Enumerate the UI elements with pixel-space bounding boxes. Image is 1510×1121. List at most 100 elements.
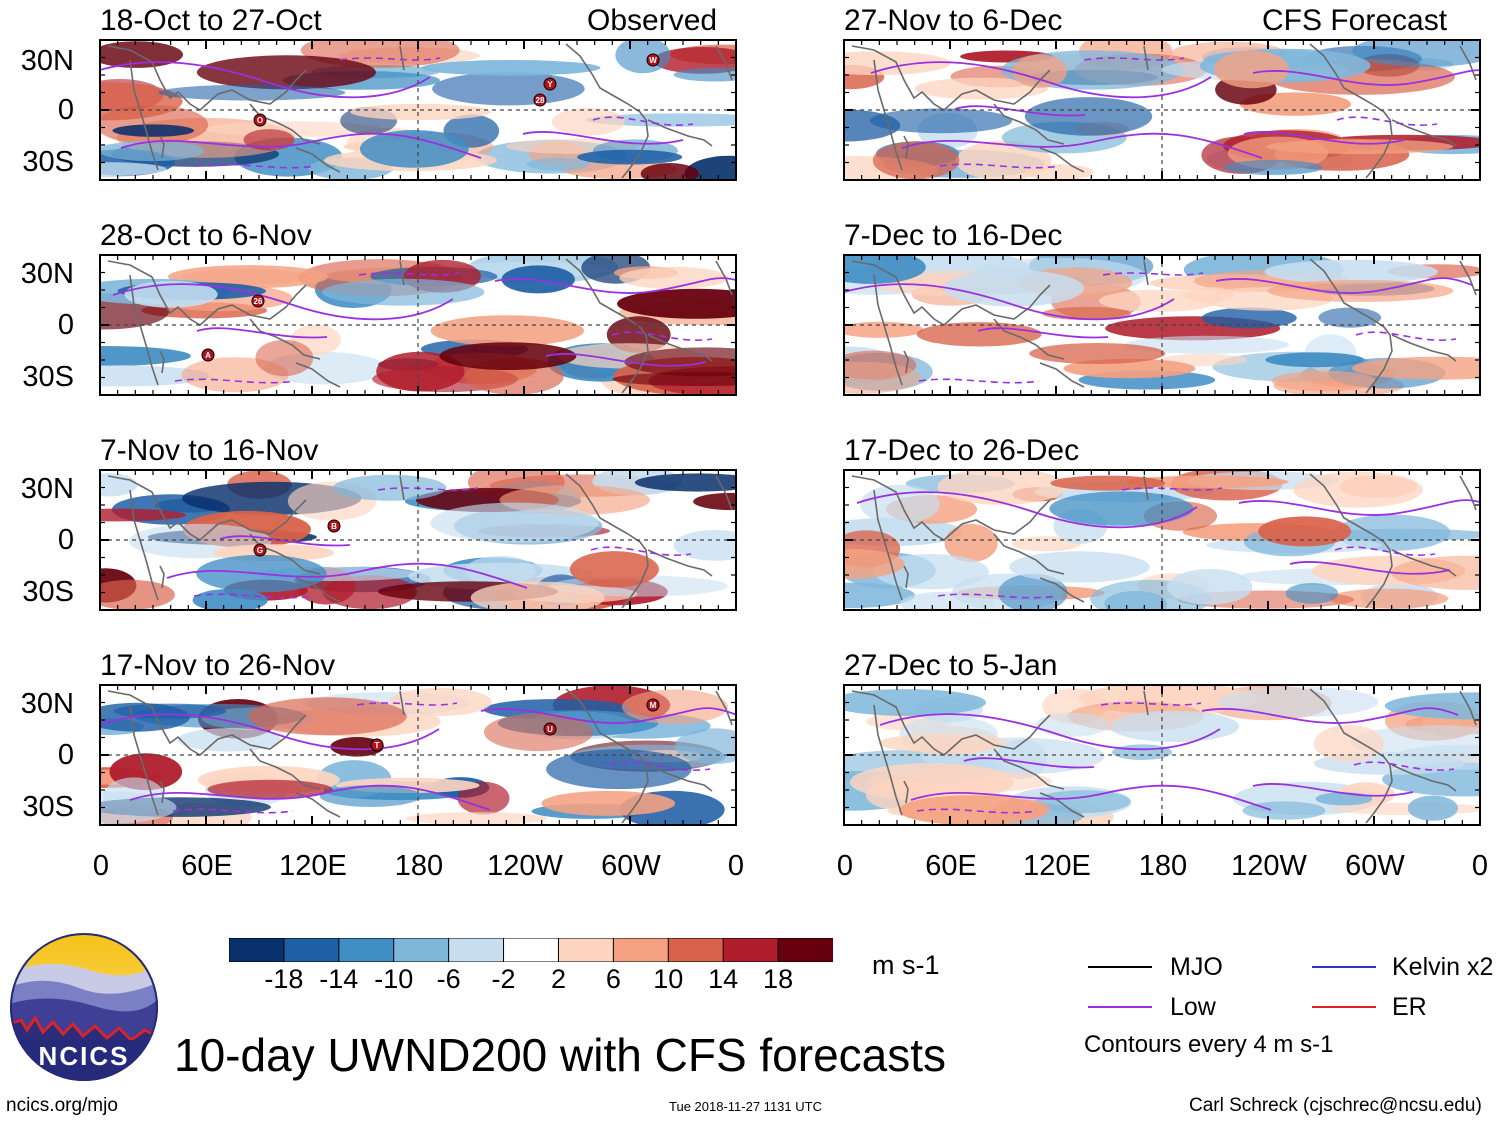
contour-note: Contours every 4 m s-1: [1084, 1031, 1334, 1058]
coastline: [129, 704, 159, 816]
y-tick-label: 30S: [22, 146, 74, 178]
units-label: m s-1: [872, 950, 940, 980]
low-contour-negative: [609, 761, 711, 771]
anomaly-region: [640, 163, 699, 180]
colorbar-swatch: [777, 938, 833, 962]
anomaly-region: [1271, 370, 1377, 392]
anomaly-region: [844, 582, 916, 609]
colorbar-tick-label: -6: [436, 964, 461, 994]
low-contour: [1289, 561, 1451, 575]
y-tick-label: 30N: [20, 473, 74, 505]
coastline: [249, 318, 321, 360]
coastline: [565, 688, 649, 824]
low-contour-negative: [1353, 761, 1455, 771]
low-contour: [129, 784, 491, 811]
storm-marker: [543, 77, 557, 91]
cfs-forecast-header: CFS Forecast: [1262, 4, 1448, 37]
coastline: [295, 577, 341, 603]
colorbar-swatch: [338, 938, 395, 962]
y-tick-label: 30S: [22, 576, 74, 608]
low-contour: [120, 132, 482, 159]
storm-marker: [646, 53, 660, 67]
low-contour: [1238, 499, 1480, 516]
low-contour-negative: [172, 808, 294, 814]
low-contour: [1252, 783, 1414, 797]
coastline: [1039, 577, 1085, 603]
panel-title: 18-Oct to 27-Oct: [100, 4, 322, 37]
anomaly-region: [470, 581, 605, 610]
anomaly-region: [619, 266, 729, 289]
anomaly-region: [124, 281, 218, 308]
coastline: [993, 103, 1065, 145]
anomaly-region: [1049, 491, 1194, 526]
anomaly-region: [844, 255, 926, 284]
x-tick-label: 60E: [925, 850, 977, 882]
anomaly-region: [569, 551, 659, 588]
anomaly-region: [1242, 801, 1326, 820]
anomaly-region: [1099, 289, 1219, 312]
x-tick-label: 120E: [279, 850, 347, 882]
colorbar-swatch: [503, 938, 560, 962]
coastline: [903, 350, 909, 374]
coastline: [647, 334, 713, 362]
y-tick-label: 30S: [22, 791, 74, 823]
anomaly-region: [693, 492, 736, 511]
low-contour: [879, 713, 1221, 751]
coastline: [1309, 473, 1393, 609]
anomaly-region: [866, 769, 1052, 794]
panel-title: 28-Oct to 6-Nov: [100, 219, 312, 252]
low-contour-negative: [1121, 487, 1223, 491]
low-contour: [196, 327, 328, 339]
storm-label: U: [547, 725, 553, 734]
storm-label: M: [650, 701, 657, 710]
map-panel: T U M: [99, 684, 737, 826]
anomaly-region: [1104, 590, 1168, 610]
anomaly-region: [878, 734, 1007, 753]
low-contour: [963, 757, 1095, 769]
low-contour: [844, 283, 1175, 321]
low-contour: [522, 131, 684, 145]
y-tick-label: 0: [57, 739, 74, 771]
legend-line-er: [1312, 1006, 1376, 1008]
anomaly-region: [248, 697, 407, 736]
anomaly-region: [526, 157, 590, 171]
low-contour: [166, 562, 528, 589]
anomaly-region: [615, 40, 671, 74]
panel-title: 27-Nov to 6-Dec: [844, 4, 1063, 37]
low-contour: [112, 283, 454, 321]
low-contour-negative: [1336, 116, 1438, 126]
storm-marker: [253, 543, 267, 557]
anomaly-region: [1035, 712, 1109, 737]
anomaly-region: [546, 749, 692, 790]
low-contour-negative: [1334, 546, 1436, 556]
coastline: [873, 59, 903, 171]
anomaly-region: [675, 728, 736, 764]
coastline: [1459, 260, 1477, 296]
x-tick-label: 0: [92, 850, 110, 882]
anomaly-region: [652, 47, 736, 74]
low-contour: [480, 707, 736, 724]
anomaly-region: [1258, 516, 1352, 547]
panel-map: [843, 684, 1481, 826]
coastline: [715, 690, 733, 726]
anomaly-region: [1050, 475, 1166, 491]
anomaly-region: [1407, 795, 1458, 821]
low-contour: [870, 61, 1212, 99]
low-contour: [494, 277, 736, 294]
anomaly-region: [673, 67, 736, 82]
anomaly-region: [100, 162, 167, 176]
anomaly-region: [634, 473, 736, 492]
anomaly-region: [439, 342, 577, 370]
legend-line-mjo: [1088, 966, 1152, 968]
panel-title: 17-Nov to 26-Nov: [100, 649, 336, 682]
storm-label: B: [331, 522, 337, 531]
coastline: [993, 533, 1065, 575]
map-panel: [843, 254, 1481, 396]
colorbar-swatch: [722, 938, 780, 962]
anomaly-region: [100, 791, 177, 825]
footer-url[interactable]: ncics.org/mjo: [6, 1095, 118, 1116]
anomaly-region: [350, 103, 492, 121]
anomaly-region: [1124, 335, 1290, 354]
coastline: [1143, 45, 1149, 71]
